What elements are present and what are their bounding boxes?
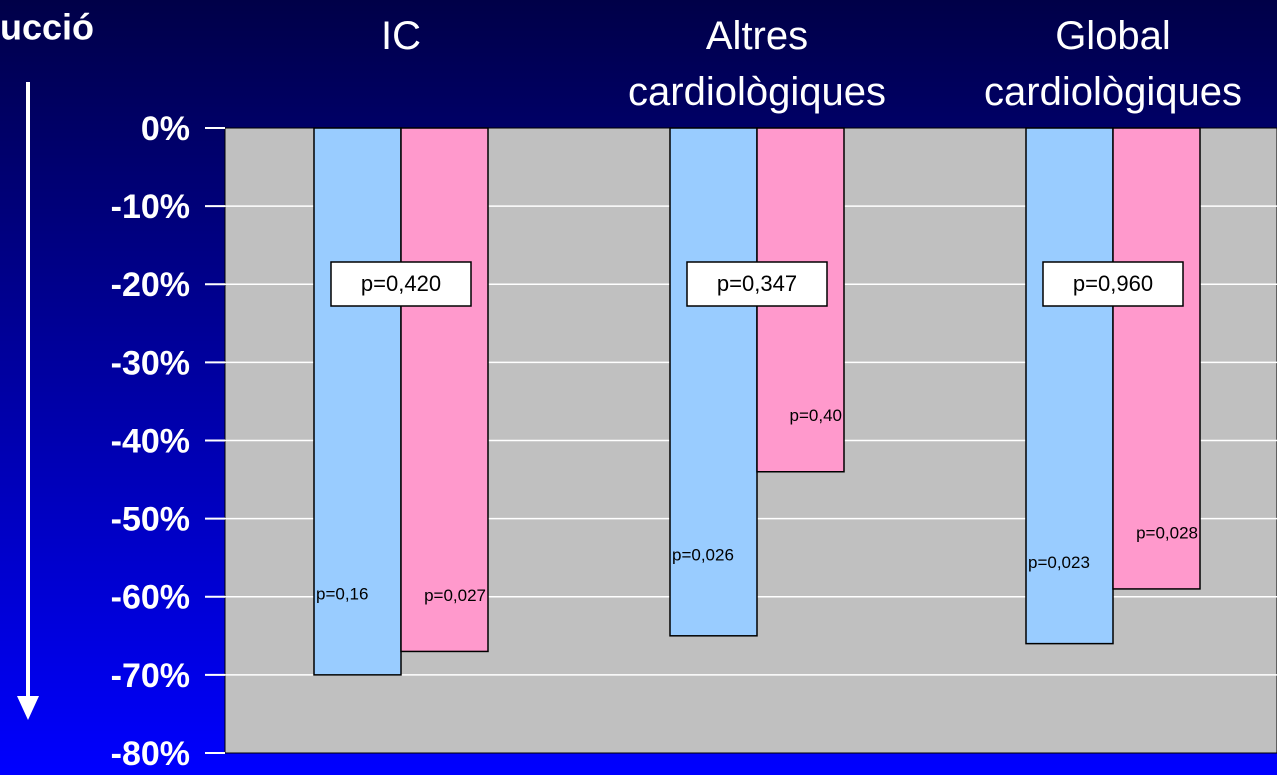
bar: [1025, 127, 1114, 645]
chart-title: ucció: [0, 7, 94, 48]
x-category-line: Global: [1055, 14, 1171, 58]
bar-p-label: p=0,026: [672, 545, 734, 564]
x-category-line: cardiològiques: [628, 70, 886, 114]
y-tick-label: -50%: [111, 501, 190, 539]
arrow-head: [17, 696, 39, 720]
bar-p-label: p=0,40: [790, 406, 842, 425]
y-tick-label: -70%: [111, 657, 190, 695]
y-tick-label: -20%: [111, 266, 190, 304]
x-category-label: IC: [381, 14, 421, 58]
bar: [1112, 127, 1201, 590]
x-category-line: IC: [381, 14, 421, 58]
y-tick-label: -40%: [111, 422, 190, 460]
y-tick-label: -80%: [111, 735, 190, 773]
p-box: [330, 261, 472, 307]
bar-p-label: p=0,028: [1136, 523, 1198, 542]
p-box-label: p=0,347: [717, 271, 797, 296]
p-box-label: p=0,960: [1073, 271, 1153, 296]
y-tick-label: 0%: [141, 110, 190, 148]
bar: [313, 127, 402, 676]
bar-p-label: p=0,027: [424, 586, 486, 605]
p-box: [1042, 261, 1184, 307]
bar: [400, 127, 489, 653]
bar-p-label: p=0,023: [1028, 553, 1090, 572]
bar-p-label: p=0,16: [316, 584, 368, 603]
y-tick-label: -10%: [111, 188, 190, 226]
y-tick-label: -30%: [111, 344, 190, 382]
y-tick-label: -60%: [111, 579, 190, 617]
bar: [669, 127, 758, 637]
x-category-label: Altres cardiològiques: [628, 14, 886, 114]
x-category-line: Altres: [706, 14, 808, 58]
p-box: [686, 261, 828, 307]
x-category-line: cardiològiques: [984, 70, 1242, 114]
x-category-label: Global cardiològiques: [984, 14, 1242, 114]
p-box-label: p=0,420: [361, 271, 441, 296]
